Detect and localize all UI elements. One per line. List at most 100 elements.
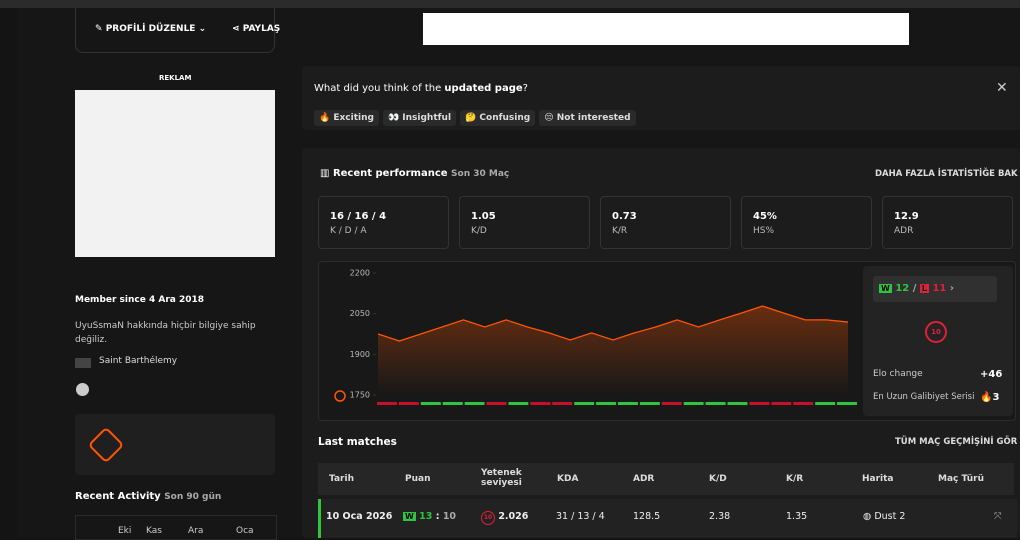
expand[interactable]: ⤧ [994, 511, 1002, 522]
result-bar [683, 402, 704, 405]
score-sep: : [435, 511, 440, 522]
stat-value: 1.05 [471, 211, 496, 222]
close-button[interactable]: ✕ [996, 80, 1008, 96]
feedback-option[interactable]: 😒 Not interested [539, 110, 636, 126]
result-bar [749, 402, 770, 405]
activity-title: Recent Activity [75, 491, 161, 502]
level-icon: 10 [925, 321, 947, 343]
activity-subtitle: Son 90 gün [164, 492, 222, 502]
stat-card: 0.73 K/R [600, 196, 731, 249]
stat-value: 12.9 [894, 211, 919, 222]
record-sep: / [912, 283, 917, 294]
kda: 31 / 13 / 4 [556, 511, 605, 522]
perf-title: Recent performance [332, 168, 448, 179]
member-since: Member since 4 Ara 2018 [75, 295, 205, 305]
edit-button[interactable]: ✎ PROFİLİ DÜZENLE ⌄ [95, 24, 207, 34]
share-label: PAYLAŞ [242, 24, 281, 34]
perf-subtitle: Son 30 Maç [451, 169, 510, 179]
stat-card: 12.9 ADR [882, 196, 1013, 249]
match-row[interactable] [318, 499, 1017, 538]
elo-chart: 1750 1900 2050 2200 [334, 269, 857, 405]
stats-link[interactable]: DAHA FAZLA İSTATİSTİĞE BAK [875, 169, 1018, 179]
kr: 1.35 [786, 511, 808, 522]
elo-change-label: Elo change [873, 369, 923, 379]
result-bar [596, 402, 616, 405]
elo-line [377, 305, 849, 342]
month-label: Eki [118, 526, 132, 536]
month-label: Oca [236, 526, 254, 536]
month-label: Kas [146, 526, 162, 536]
stat-card: 16 / 16 / 4 K / D / A [318, 196, 449, 249]
column-header: K/R [786, 474, 804, 484]
share-button[interactable]: ⋖ PAYLAŞ [232, 24, 281, 34]
result-bar [574, 402, 595, 405]
ad [75, 90, 275, 257]
result-bar [552, 402, 573, 405]
kd: 2.38 [709, 511, 731, 522]
streak: 3 [992, 392, 1000, 403]
top-bar [0, 0, 1020, 8]
result-bar [530, 402, 551, 405]
y-tick-label: 2200 [350, 269, 370, 278]
result: W [403, 512, 416, 521]
column-header: K/D [709, 474, 727, 484]
losses: 11 [932, 283, 947, 294]
profile-actions [75, 8, 275, 53]
badge-card [75, 414, 275, 475]
date: 10 Oca 2026 [326, 511, 393, 522]
column-header: KDA [557, 474, 579, 484]
column-header: Tarih [329, 474, 354, 484]
feedback-options: 🔥 Exciting 👀 Insightful 🤔 Confusing 😒 Not i… [314, 105, 640, 126]
result-bar [486, 402, 507, 405]
edit-label: PROFİLİ DÜZENLE [105, 24, 196, 34]
stat-label: HS% [753, 226, 775, 236]
stat-label: K/R [612, 226, 628, 236]
stat-card: 1.05 K/D [459, 196, 590, 249]
banner-ad [423, 13, 909, 45]
feedback-option[interactable]: 🔥 Exciting [314, 110, 379, 126]
ad-label: REKLAM [159, 74, 192, 82]
table-header [318, 463, 1014, 495]
result-bar [618, 402, 638, 405]
result-bar [377, 402, 397, 405]
y-tick-label: 1750 [350, 391, 370, 400]
score-b: 10 [442, 511, 457, 522]
win-badge: W [879, 284, 892, 293]
wins: 12 [895, 283, 910, 294]
column-header: ADR [633, 474, 655, 484]
month-label: Ara [188, 526, 204, 536]
feedback-option[interactable]: 👀 Insightful [382, 110, 457, 126]
steam-icon[interactable] [76, 383, 89, 396]
map: Dust 2 [874, 511, 906, 522]
y-tick-label: 1900 [350, 350, 370, 359]
streak-label: En Uzun Galibiyet Serisi [873, 392, 975, 402]
result-bar [771, 402, 792, 405]
row-elo: 2.026 [498, 511, 529, 522]
column-header: Puan [405, 474, 431, 484]
result-bar [420, 402, 441, 405]
result-bar [508, 402, 529, 405]
stat-card: 45% HS% [741, 196, 872, 249]
elo-area [378, 306, 848, 395]
row-level: 10 [481, 511, 495, 525]
stat-value: 0.73 [612, 211, 637, 222]
result-bar [705, 402, 726, 405]
stat-value: 16 / 16 / 4 [330, 211, 387, 222]
feedback-highlight: updated page [444, 83, 523, 94]
result-bar [727, 402, 748, 405]
result-bar [442, 402, 463, 405]
record [873, 276, 997, 302]
country: Saint Barthélemy [99, 356, 178, 366]
feedback-end: ? [522, 83, 528, 94]
result-bar [837, 402, 857, 405]
about: UyuSsmaN hakkında hiçbir bilgiye sahip d… [75, 321, 256, 345]
matches-link[interactable]: TÜM MAÇ GEÇMİŞİNİ GÖR [895, 437, 1018, 447]
feedback-option[interactable]: 🤔 Confusing [460, 110, 536, 126]
column-header: Harita [862, 474, 894, 484]
matches-title: Last matches [318, 436, 397, 448]
feedback-question: What did you think of the [314, 83, 445, 94]
stat-label: K/D [471, 226, 487, 236]
elo-change: +46 [980, 369, 1003, 380]
stat-label: ADR [894, 226, 914, 236]
